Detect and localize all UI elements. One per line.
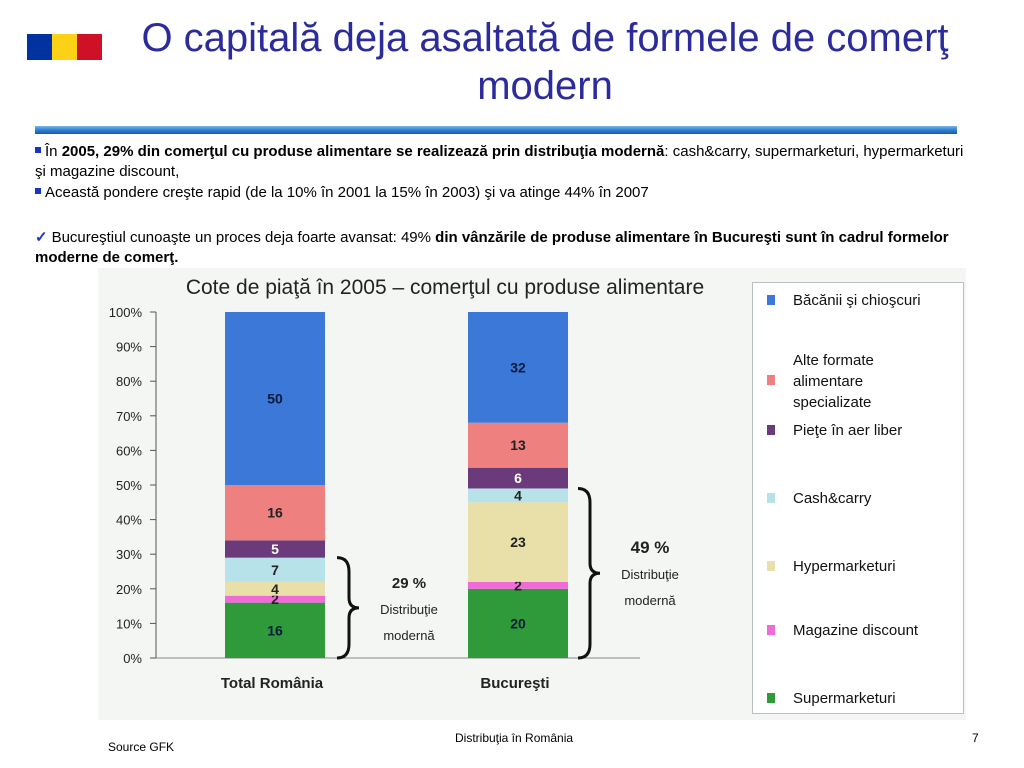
legend-label: Supermarketuri <box>793 690 896 707</box>
legend-label: Magazine discount <box>793 622 919 639</box>
flag-red-stripe <box>77 34 102 60</box>
p1-bold: 2005, 29% din comerţul cu produse alimen… <box>61 143 665 160</box>
p1-suffix: : cash&carry, supermarketuri, hypermarke… <box>35 143 964 180</box>
legend-label: specializate <box>793 394 871 411</box>
p3-bold: din vânzările de produse alimentare în B… <box>35 229 949 266</box>
slide-title: O capitală deja asaltată de formele de c… <box>141 16 949 108</box>
p2-text: Această pondere creşte rapid (de la 10% … <box>45 184 649 201</box>
bullet-modern-distribution-2005: În 2005, 29% din comerţul cu produse ali… <box>35 142 965 182</box>
footer-center: Distribuţia în România <box>455 731 574 745</box>
legend-label: Hypermarketuri <box>793 558 896 575</box>
romanian-flag <box>27 34 102 60</box>
page-number: 7 <box>972 731 979 745</box>
bullet-square-icon <box>35 147 41 154</box>
legend-swatch-magazine-discount <box>767 625 775 635</box>
bullet-square-icon <box>35 188 41 195</box>
checkmark-icon: ✓ <box>35 229 48 246</box>
bullet-bucharest: ✓ Bucureştiul cunoaşte un proces deja foa… <box>35 228 965 268</box>
flag-yellow-stripe <box>52 34 77 60</box>
legend-label: alimentare <box>793 373 863 390</box>
legend-swatch-supermarketuri <box>767 693 775 703</box>
legend-swatch-alte-formate-alimentare-specializate <box>767 375 775 385</box>
legend-items: Băcănii şi chioşcuri Alte formate alimenta… <box>767 292 921 707</box>
p3-prefix: Bucureştiul cunoaşte un proces deja foar… <box>51 229 436 246</box>
chart-legend: Băcănii şi chioşcuri Alte formate alimenta… <box>752 282 964 714</box>
legend-swatch-piete-in-aer-liber <box>767 425 775 435</box>
legend-label: Băcănii şi chioşcuri <box>793 292 921 309</box>
legend-label: Pieţe în aer liber <box>793 422 902 439</box>
title-divider <box>35 126 957 134</box>
source-note: Source GFK <box>108 740 175 754</box>
legend-label: Cash&carry <box>793 490 872 507</box>
legend-swatch-hypermarketuri <box>767 561 775 571</box>
legend-swatch-cash-carry <box>767 493 775 503</box>
p1-prefix: În <box>45 143 62 160</box>
legend-swatch-bacanii-si-chioscuri <box>767 295 775 305</box>
bullet-share-growth: Această pondere creşte rapid (de la 10% … <box>35 183 965 203</box>
legend-label: Alte formate <box>793 352 874 369</box>
flag-blue-stripe <box>27 34 52 60</box>
